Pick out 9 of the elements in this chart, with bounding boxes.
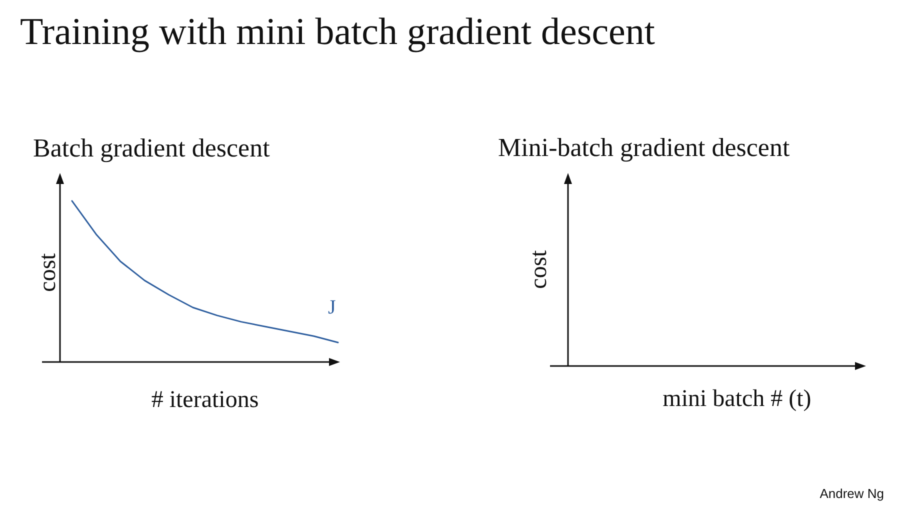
annotation: J	[328, 296, 336, 318]
text: Mini-batch gradient descent	[498, 133, 790, 162]
text: Andrew Ng	[820, 486, 884, 501]
text: mini batch # (t)	[662, 386, 812, 412]
chart-title: Batch gradient descent	[33, 134, 271, 162]
text: Training with mini batch gradient descent	[20, 10, 656, 55]
text: cost	[526, 250, 552, 289]
y-axis-title: cost	[35, 252, 61, 292]
x-axis-title: # iterations	[151, 387, 259, 413]
